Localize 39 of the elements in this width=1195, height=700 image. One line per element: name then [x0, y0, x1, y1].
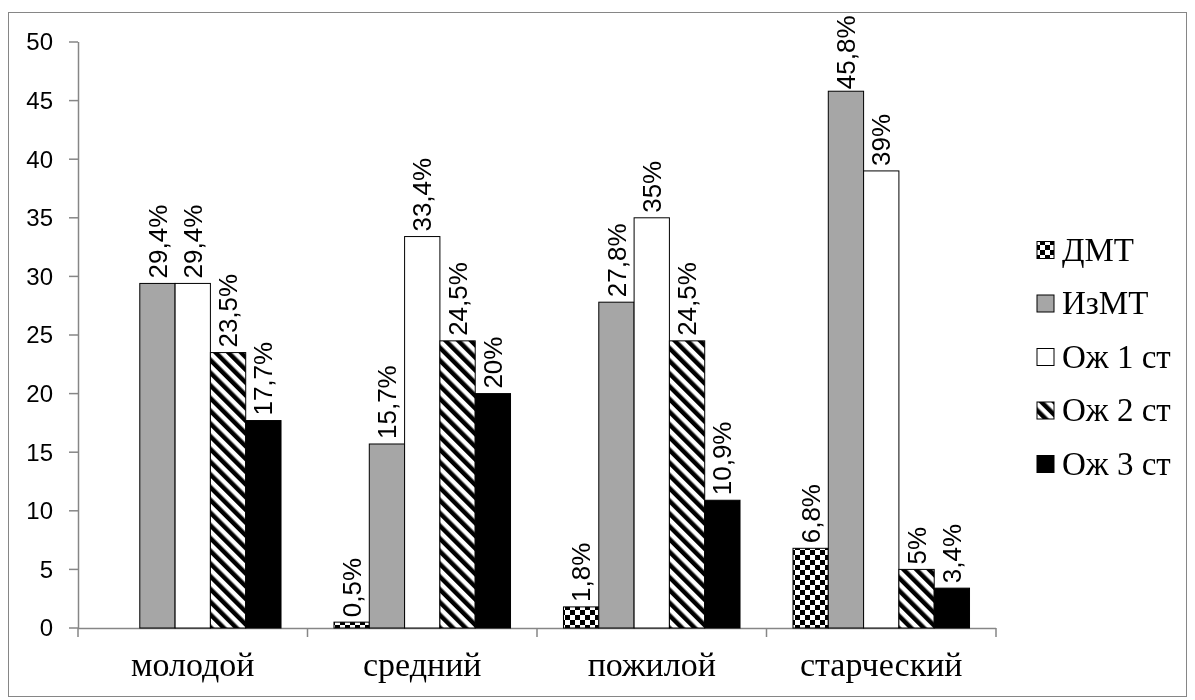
y-tick-label: 0	[39, 614, 53, 642]
data-label: 39%	[866, 113, 897, 166]
data-label: 24,5%	[442, 262, 473, 336]
data-label: 29,4%	[142, 204, 173, 279]
data-label: 24,5%	[672, 262, 703, 336]
data-label: 6,8%	[795, 484, 826, 544]
data-label: 0,5%	[336, 557, 367, 618]
y-tick-label: 5	[39, 555, 53, 583]
data-label: 1,8%	[566, 542, 597, 602]
y-tick-label: 35	[26, 204, 53, 232]
data-label: 10,9%	[707, 421, 738, 496]
data-label: 3,4%	[936, 523, 967, 584]
data-label: 35%	[636, 160, 667, 213]
legend-label: ДМТ	[1062, 231, 1135, 268]
data-label: 20%	[477, 336, 508, 389]
x-tick-label: средний	[362, 646, 482, 683]
y-tick-label: 10	[26, 497, 53, 525]
y-tick-label: 40	[26, 145, 53, 173]
data-label: 45,8%	[831, 15, 862, 90]
x-tick-label: пожилой	[587, 646, 716, 683]
data-label: 27,8%	[601, 223, 632, 298]
data-label: 33,4%	[407, 157, 438, 232]
legend-label: Ож 3 ст	[1062, 445, 1171, 482]
data-label: 5%	[901, 526, 932, 565]
legend-label: Ож 1 ст	[1062, 338, 1171, 375]
x-tick-label: молодой	[130, 646, 255, 683]
data-label: 17,7%	[248, 341, 279, 416]
legend-label: Ож 2 ст	[1062, 392, 1171, 429]
data-label: 15,7%	[372, 365, 403, 439]
y-tick-label: 45	[26, 87, 53, 114]
y-tick-label: 50	[26, 28, 53, 56]
legend-label: ИзМТ	[1062, 285, 1149, 322]
data-label: 29,4%	[177, 204, 208, 279]
y-tick-label: 20	[26, 380, 53, 407]
y-tick-label: 25	[26, 321, 53, 349]
y-tick-label: 15	[26, 438, 53, 466]
x-tick-label: старческий	[799, 646, 963, 683]
data-label: 23,5%	[213, 273, 244, 348]
y-tick-label: 30	[26, 262, 53, 290]
